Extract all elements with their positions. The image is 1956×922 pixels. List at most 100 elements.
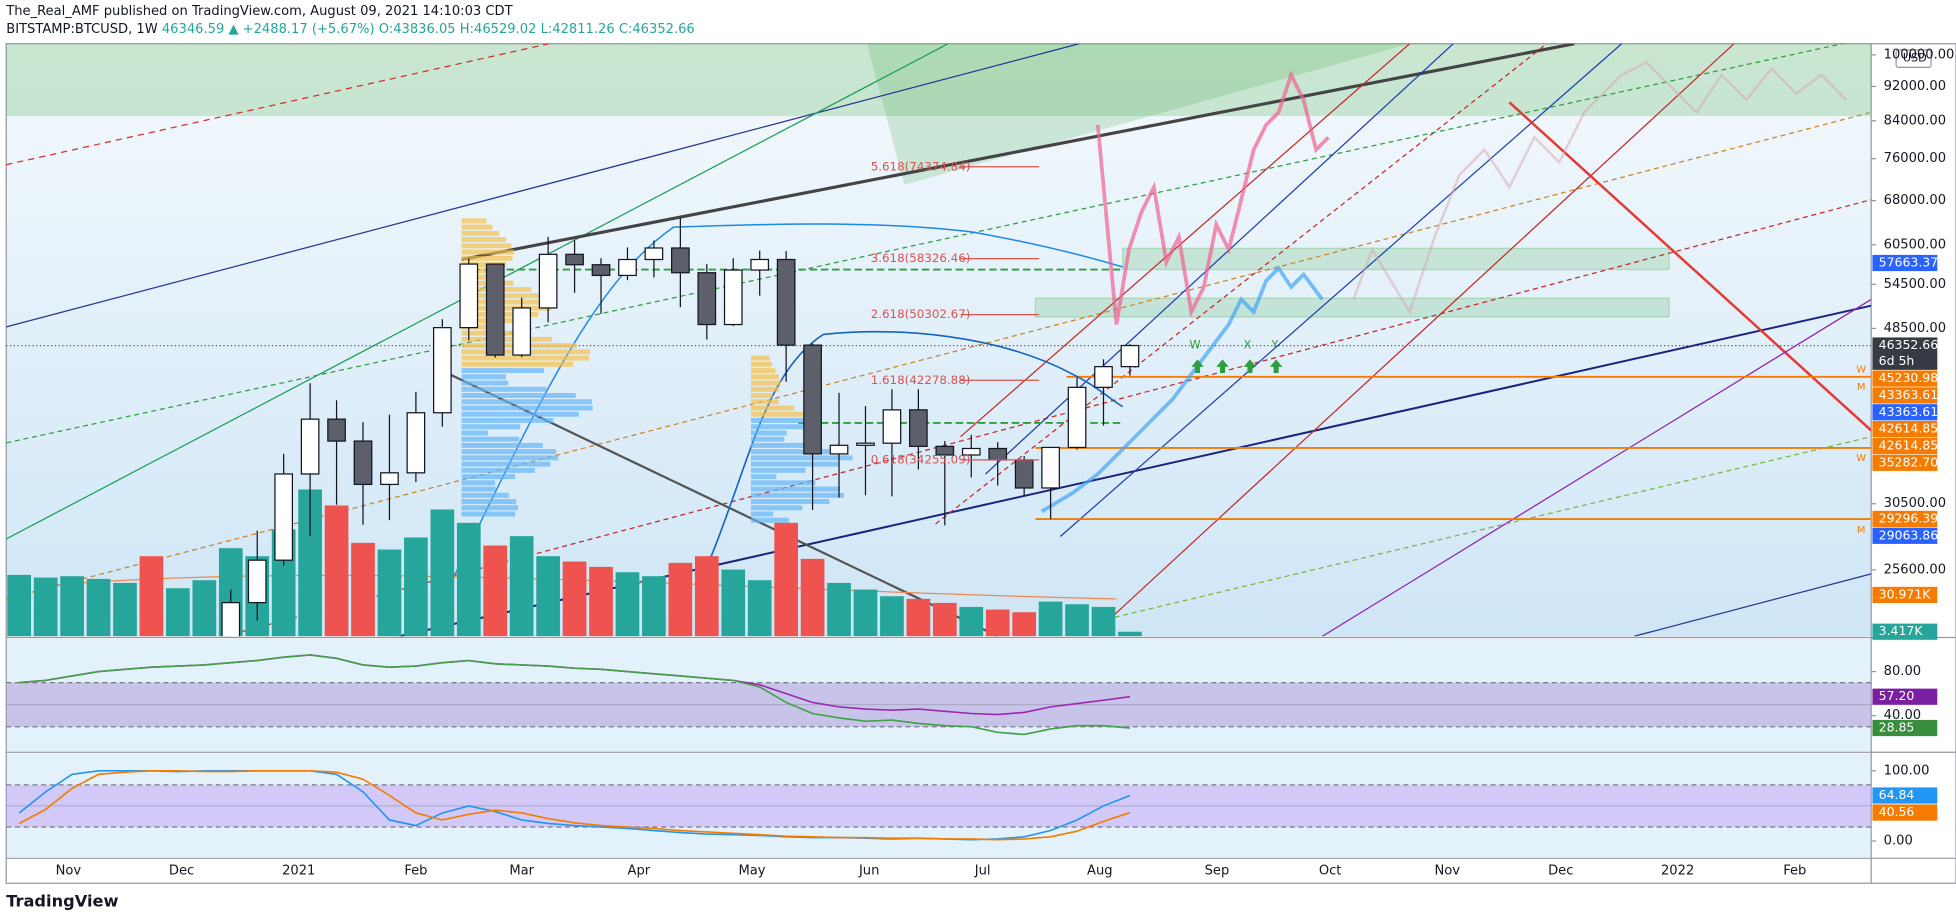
candle-body	[750, 258, 770, 271]
price-tag	[1872, 421, 1938, 438]
volume-bar	[642, 576, 666, 637]
price-tag	[1872, 437, 1938, 455]
level-marker: M	[1857, 382, 1866, 393]
currency-box	[1895, 49, 1932, 69]
candle-body	[247, 559, 267, 604]
indicator-marks	[6, 654, 1872, 736]
fib-label: 1.618(42278.88)	[871, 373, 971, 387]
profile-bar	[750, 368, 776, 374]
candle-body	[961, 447, 981, 456]
volume-bar	[932, 602, 957, 637]
volume-bar	[853, 589, 878, 637]
price-tag	[1872, 586, 1938, 604]
y-tick-label: 68000.00	[1884, 193, 1946, 208]
volume-bar	[827, 582, 851, 637]
wave-label: Y	[1270, 339, 1278, 352]
level-marker: W	[1856, 364, 1866, 375]
profile-bar	[461, 361, 574, 367]
profile-bar	[750, 467, 806, 473]
price-tag-label: 3.417K	[1879, 623, 1924, 638]
band-fill	[6, 784, 1872, 828]
profile-bar	[461, 505, 519, 511]
profile-bar	[461, 368, 544, 374]
price-tag	[1872, 787, 1938, 804]
candle-body	[1067, 386, 1087, 449]
volume-bar	[377, 549, 402, 637]
volume-bar	[668, 562, 693, 637]
fib-label: 3.618(58326.46)	[871, 251, 971, 265]
price-tag-sub: 6d 5h	[1879, 353, 1915, 368]
volume-bar	[1038, 601, 1063, 637]
price-tag-label: 29296.39	[1879, 510, 1939, 525]
x-tick-label: May	[739, 863, 766, 878]
price-tag	[1872, 804, 1938, 821]
x-tick-label: Dec	[1548, 863, 1573, 878]
x-tick-label: Feb	[1783, 863, 1806, 878]
profile-bar	[750, 449, 845, 455]
arrow	[1216, 359, 1229, 374]
profile-bar	[461, 224, 493, 230]
volume-bar	[483, 545, 508, 637]
volume-bar	[509, 536, 534, 637]
profile-bar	[750, 486, 840, 492]
price-tag-label: 30.971K	[1879, 586, 1932, 601]
volume-bar	[694, 556, 719, 637]
y-tick-label: 76000.00	[1884, 151, 1946, 166]
profile-bar	[461, 386, 547, 392]
change: ▲ +2488.17 (+5.67%)	[228, 21, 374, 36]
volume-bar	[536, 556, 560, 637]
volume-bar	[166, 588, 190, 637]
volume-bar	[351, 542, 375, 637]
price-tag-label: 40.56	[1879, 804, 1915, 819]
volume-bar	[880, 596, 904, 637]
price-tag	[1872, 623, 1938, 640]
candle-body	[485, 263, 505, 356]
last: 46346.59	[162, 21, 224, 36]
profile-bar	[461, 449, 557, 455]
y-tick-label: 25600.00	[1884, 562, 1946, 577]
volume-bar	[774, 522, 798, 637]
drawings	[6, 43, 1872, 637]
wave-label: X	[1244, 339, 1252, 352]
candle-body	[776, 258, 796, 346]
profile-bar	[461, 417, 554, 423]
profile-bar	[461, 355, 590, 361]
profile-bar	[461, 405, 593, 411]
profile-bar	[461, 511, 516, 517]
volume-bar	[589, 566, 613, 637]
indicator-line	[18, 769, 1131, 841]
arrow	[1269, 359, 1283, 374]
arrow	[1243, 359, 1257, 374]
price-tag	[1872, 370, 1938, 387]
candle-body	[856, 442, 875, 446]
profile-bar	[750, 355, 770, 361]
profile-bar	[461, 230, 500, 236]
profile-bar	[461, 299, 553, 305]
candle-body	[300, 418, 320, 475]
price-tag-label: 45230.98	[1879, 370, 1939, 385]
candle-body	[803, 344, 822, 455]
fib-label: 5.618(74374.84)	[871, 159, 971, 173]
volume-bar	[985, 609, 1010, 637]
profile-bar	[461, 237, 507, 243]
candle-body	[538, 253, 558, 309]
volume-bar	[747, 580, 772, 637]
currency: USD	[1903, 52, 1927, 65]
volume-bar	[404, 537, 428, 637]
wave-label: W	[1190, 339, 1201, 352]
profile-bar	[461, 399, 592, 405]
volume-bar	[7, 574, 32, 637]
volume-bar	[615, 572, 640, 637]
profile-bar	[461, 305, 551, 311]
candle-body	[512, 307, 532, 356]
fib-label: 0.618(34255.09)	[871, 452, 971, 466]
volume-bar	[906, 598, 931, 637]
indicator-line	[19, 654, 1131, 736]
x-tick-label: 2022	[1661, 863, 1694, 878]
profile-bar	[461, 430, 488, 436]
profile-bar	[750, 374, 779, 380]
candle-body	[1014, 459, 1034, 489]
profile-bar	[750, 399, 779, 405]
candle-body	[274, 473, 294, 561]
